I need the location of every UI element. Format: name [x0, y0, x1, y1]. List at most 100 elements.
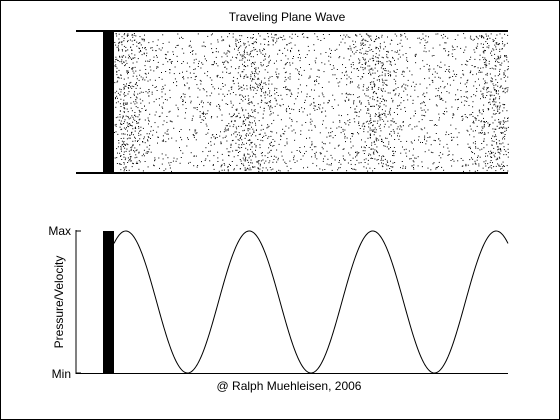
particle	[375, 46, 377, 48]
particle	[502, 43, 504, 45]
particle	[369, 127, 371, 129]
particle	[485, 41, 487, 43]
particle	[202, 63, 204, 65]
particle	[136, 61, 138, 63]
particle	[479, 112, 481, 114]
particle	[397, 43, 399, 45]
particle	[255, 146, 257, 148]
particle	[369, 133, 371, 135]
particle	[482, 167, 484, 169]
particle	[148, 42, 150, 44]
particle	[499, 122, 501, 124]
particle	[151, 91, 153, 93]
particle	[362, 42, 364, 44]
particle	[397, 126, 399, 128]
particle	[239, 87, 241, 89]
particle	[465, 91, 467, 93]
particle	[314, 126, 316, 128]
particle	[138, 151, 140, 153]
particle	[338, 162, 340, 163]
particle	[277, 114, 279, 116]
particle	[145, 60, 147, 62]
particle	[249, 87, 251, 89]
particle	[350, 147, 352, 149]
particle	[439, 77, 441, 79]
particle	[240, 41, 241, 42]
particle	[132, 162, 134, 164]
particle	[135, 116, 137, 118]
particle	[125, 46, 127, 48]
particle	[436, 105, 438, 107]
particle	[122, 144, 124, 145]
particle	[144, 34, 145, 36]
particle	[117, 60, 119, 61]
particle	[461, 119, 463, 121]
particle	[450, 124, 452, 126]
particle	[329, 48, 331, 50]
particle	[452, 114, 454, 116]
particle	[389, 74, 391, 76]
particle	[243, 120, 245, 122]
particle	[495, 134, 496, 136]
particle	[231, 106, 233, 108]
particle	[255, 72, 257, 74]
particle	[137, 42, 139, 44]
particle	[345, 93, 347, 95]
particle	[489, 68, 491, 69]
particle	[382, 64, 384, 66]
particle	[129, 56, 130, 57]
particle	[235, 57, 237, 58]
particle	[195, 53, 197, 55]
particle	[485, 66, 487, 68]
particle	[240, 160, 242, 162]
particle	[229, 151, 231, 153]
particle	[126, 127, 127, 129]
particle	[130, 147, 132, 148]
particle	[363, 166, 365, 168]
particle	[405, 166, 407, 168]
particle	[370, 73, 372, 75]
particle	[400, 33, 402, 35]
particle	[277, 95, 279, 96]
particle	[229, 125, 231, 127]
particle	[472, 163, 474, 165]
particle	[485, 33, 487, 35]
particle	[379, 127, 381, 129]
particle	[381, 156, 383, 158]
particle	[364, 62, 366, 64]
particle	[239, 59, 241, 61]
particle	[311, 143, 313, 145]
particle	[127, 125, 129, 127]
particle	[279, 36, 281, 38]
particle	[310, 68, 312, 70]
particle	[435, 124, 436, 126]
particle	[497, 106, 499, 107]
particle	[182, 100, 184, 102]
particle	[476, 88, 478, 90]
particle	[502, 120, 504, 122]
particle	[149, 113, 151, 115]
particle	[377, 116, 379, 117]
particle	[130, 160, 132, 162]
particle	[353, 118, 355, 120]
particle	[180, 129, 182, 130]
particle	[376, 60, 378, 62]
particle	[356, 159, 358, 161]
particle	[277, 77, 279, 79]
particle	[457, 160, 459, 162]
particle	[291, 130, 293, 132]
particle	[313, 44, 315, 46]
particle	[503, 104, 505, 106]
particle	[165, 54, 167, 56]
particle	[143, 138, 145, 140]
particle	[495, 65, 497, 67]
particle	[481, 126, 483, 128]
particle	[258, 160, 260, 162]
particle	[348, 99, 350, 101]
particle	[174, 78, 176, 80]
particle	[502, 103, 504, 105]
particle	[282, 128, 284, 130]
particle	[489, 161, 491, 163]
particle	[184, 93, 186, 95]
particle	[435, 33, 437, 35]
